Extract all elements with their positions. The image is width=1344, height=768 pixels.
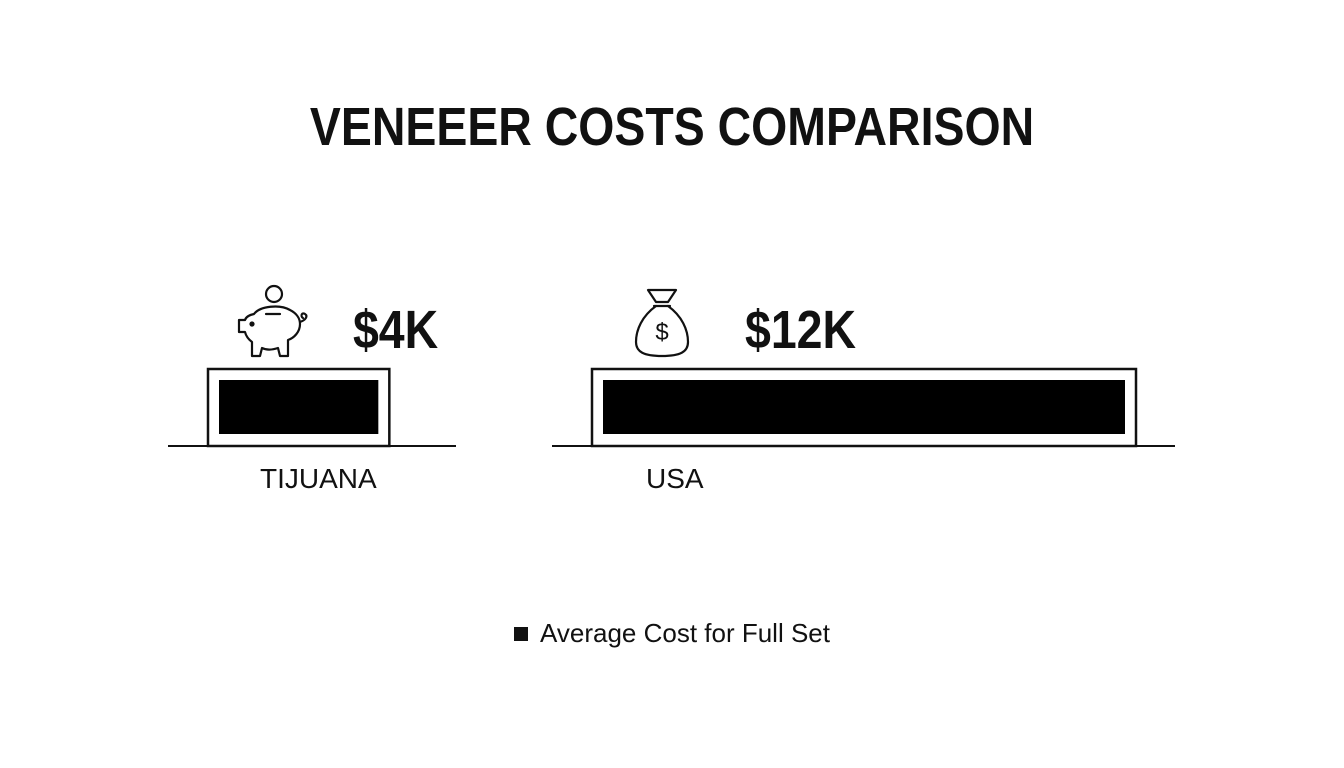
legend-label: Average Cost for Full Set bbox=[540, 618, 830, 648]
value-label: $12K bbox=[745, 299, 856, 360]
money-bag-icon: $ bbox=[634, 288, 690, 358]
piggy-bank-icon bbox=[237, 284, 308, 358]
bar bbox=[603, 380, 1125, 434]
legend-swatch bbox=[514, 626, 528, 641]
chart-title: VENEEER COSTS COMPARISON bbox=[309, 97, 1035, 157]
dollar-sign-glyph: $ bbox=[655, 319, 668, 346]
legend: Average Cost for Full Set bbox=[0, 618, 1344, 649]
value-label: $4K bbox=[353, 299, 438, 360]
category-label: TIJUANA bbox=[260, 463, 377, 494]
bar bbox=[219, 380, 379, 434]
category-label: USA bbox=[646, 463, 704, 494]
